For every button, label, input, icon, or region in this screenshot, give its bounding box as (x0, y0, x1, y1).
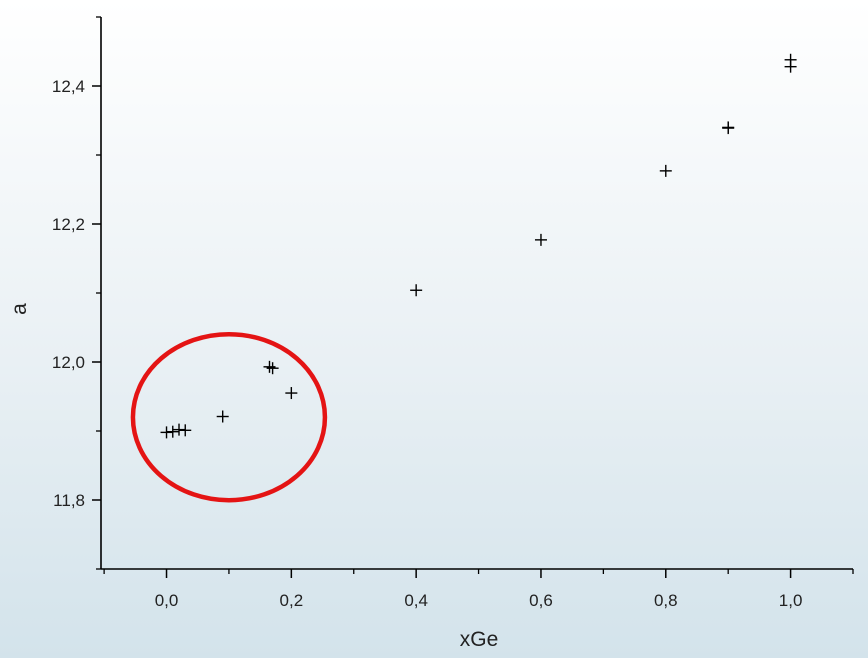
highlight-layer (130, 331, 328, 503)
x-tick-label: 0,4 (404, 591, 428, 610)
x-axis-label: xGe (460, 628, 499, 651)
data-point (166, 425, 179, 438)
highlight-ellipse (130, 331, 328, 503)
data-point (285, 387, 298, 400)
data-point (659, 164, 672, 177)
data-point (266, 362, 279, 375)
y-tick-label: 12,4 (52, 77, 85, 96)
data-point (534, 233, 547, 246)
tick-marks (92, 16, 854, 578)
x-tick-label: 0,8 (654, 591, 678, 610)
data-point (179, 424, 192, 437)
y-tick-label: 12,0 (52, 353, 85, 372)
x-tick-label: 0,2 (280, 591, 304, 610)
data-point (263, 360, 276, 373)
x-tick-label: 1,0 (779, 591, 803, 610)
data-points (160, 53, 797, 439)
y-tick-label: 11,8 (53, 491, 85, 510)
tick-labels: 0,0 0,2 0,4 0,6 0,8 1,0 11,8 12,0 12,2 12,4 (52, 77, 803, 610)
x-tick-label: 0,0 (155, 591, 179, 610)
y-axis-label: a (8, 303, 31, 315)
data-point (722, 121, 735, 134)
axes (100, 17, 853, 570)
x-tick-label: 0,6 (529, 591, 553, 610)
data-point (410, 284, 423, 297)
y-tick-label: 12,2 (52, 215, 85, 234)
data-point (784, 60, 797, 73)
data-point (216, 410, 229, 423)
